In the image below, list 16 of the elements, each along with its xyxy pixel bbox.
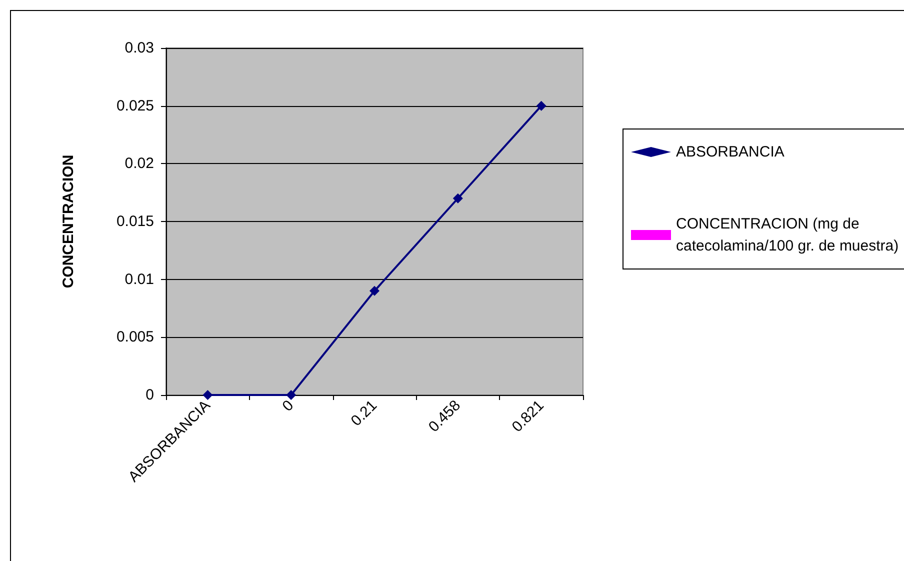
legend-label: CONCENTRACION (mg de catecolamina/100 gr. de muestra) (676, 216, 899, 254)
point (536, 100, 546, 111)
y-tick-label: 0.025 (116, 97, 154, 114)
x-tick-label: 0.21 (348, 396, 381, 430)
legend-label: ABSORBANCIA (676, 144, 784, 160)
y-tick-label: 0.005 (116, 328, 154, 346)
y-tick-label: 0.015 (116, 213, 154, 230)
y-axis-title: CONCENTRACION (60, 154, 77, 288)
x-tick-label: 0 (279, 396, 298, 415)
point (286, 390, 296, 400)
point (202, 390, 213, 400)
point (370, 286, 380, 296)
y-tick-label: 0.01 (124, 270, 154, 288)
y-tick-label: 0.02 (124, 155, 154, 172)
point (452, 193, 463, 204)
y-tick-label: 0.03 (124, 40, 154, 56)
